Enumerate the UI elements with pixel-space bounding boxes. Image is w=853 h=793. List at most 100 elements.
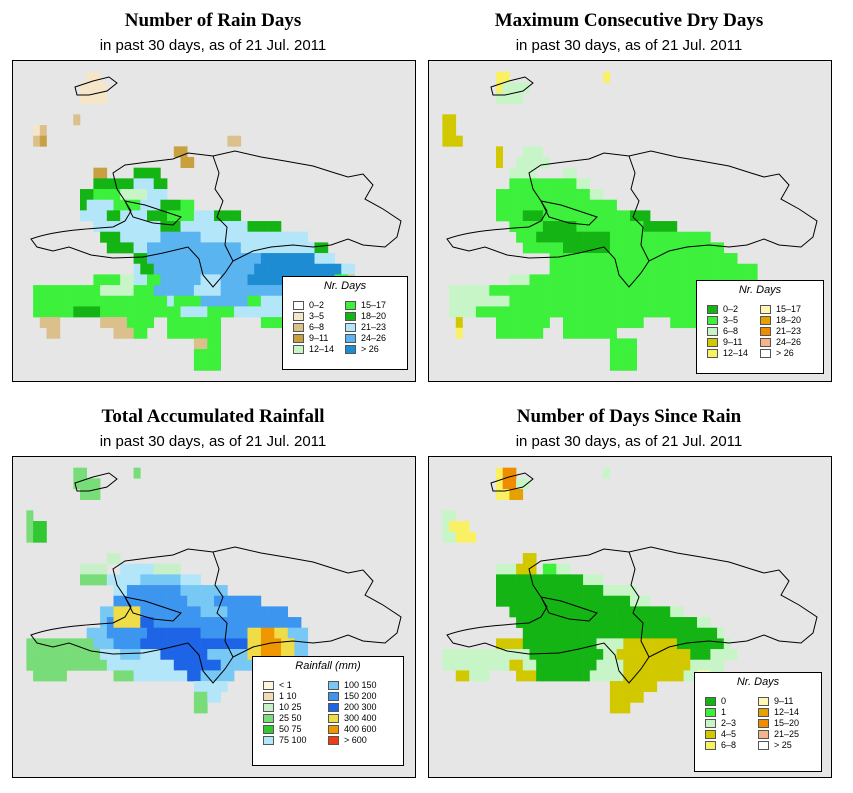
grid-cell (710, 274, 718, 286)
grid-cell (496, 563, 503, 575)
grid-cell (180, 627, 188, 639)
grid-cell (274, 231, 282, 243)
grid-cell (59, 670, 67, 682)
grid-cell (516, 306, 524, 318)
grid-cell (240, 274, 248, 286)
grid-cell (207, 295, 215, 307)
legend-label: 24–26 (361, 333, 387, 343)
grid-cell (327, 263, 335, 275)
grid-cell (549, 189, 557, 201)
grid-cell (46, 649, 54, 661)
grid-cell (603, 221, 611, 233)
grid-cell (281, 606, 288, 618)
grid-cell (563, 659, 570, 671)
grid-cell (100, 659, 108, 671)
grid-cell (643, 606, 651, 618)
grid-cell (33, 125, 41, 136)
grid-cell (583, 189, 591, 201)
grid-cell (583, 585, 591, 597)
grid-cell (442, 531, 450, 543)
grid-cell (281, 242, 288, 254)
grid-cell (542, 157, 550, 168)
grid-cell (556, 606, 564, 618)
grid-cell (160, 649, 168, 661)
grid-cell (73, 649, 81, 661)
grid-cell (193, 253, 201, 265)
grid-cell (180, 606, 188, 618)
grid-cell (630, 285, 637, 297)
legend-label: 0–2 (309, 300, 325, 310)
grid-cell (220, 659, 228, 671)
grid-cell (200, 231, 208, 243)
grid-cell (656, 221, 664, 233)
grid-cell (173, 659, 181, 671)
grid-cell (455, 135, 463, 147)
grid-cell (180, 306, 188, 318)
grid-cell (147, 210, 154, 222)
grid-cell (522, 317, 530, 329)
grid-cell (569, 638, 577, 650)
grid-cell (529, 199, 537, 211)
grid-cell (133, 274, 141, 286)
grid-cell (542, 242, 550, 254)
grid-cell (247, 263, 255, 275)
panel-rain-days: Number of Rain Days in past 30 days, as … (0, 0, 426, 396)
grid-cell (200, 327, 208, 339)
grid-cell (307, 253, 315, 265)
grid-cell (260, 231, 268, 243)
grid-cell (200, 221, 208, 233)
grid-cell (126, 210, 134, 222)
grid-cell (180, 295, 188, 307)
grid-cell (207, 349, 215, 361)
grid-cell (609, 274, 617, 286)
grid-cell (227, 627, 235, 639)
grid-cell (240, 595, 248, 607)
grid-cell (442, 114, 450, 126)
grid-cell (663, 306, 671, 318)
grid-cell (147, 295, 154, 307)
grid-cell (516, 617, 524, 629)
legend-swatch (705, 719, 716, 728)
grid-cell (496, 306, 503, 318)
grid-cell (321, 242, 329, 254)
grid-cell (616, 617, 624, 629)
grid-cell (650, 306, 658, 318)
legend-swatch (760, 349, 771, 358)
legend-label: 6–8 (721, 740, 737, 750)
grid-cell (683, 242, 691, 254)
grid-cell (200, 295, 208, 307)
grid-cell (140, 649, 148, 661)
grid-cell (301, 649, 309, 661)
legend-swatch (328, 703, 339, 712)
grid-cell (636, 306, 644, 318)
grid-cell (489, 649, 497, 661)
legend-label: 6–8 (309, 322, 325, 332)
grid-cell (274, 306, 282, 318)
grid-cell (609, 327, 617, 339)
grid-cell (596, 317, 604, 329)
grid-cell (214, 681, 221, 693)
grid-cell (536, 242, 544, 254)
grid-cell (173, 199, 181, 211)
grid-cell (187, 327, 195, 339)
grid-cell (663, 231, 671, 243)
grid-cell (576, 595, 584, 607)
grid-cell (542, 574, 550, 586)
legend: Nr. Days 0–2 3–5 6–8 9–11 12–14 15–17 18–20 21–… (282, 276, 408, 370)
grid-cell (723, 253, 731, 265)
grid-cell (509, 467, 517, 479)
grid-cell (563, 210, 570, 222)
grid-cell (267, 285, 275, 297)
grid-cell (663, 659, 671, 671)
grid-cell (147, 167, 154, 179)
grid-cell (234, 606, 242, 618)
grid-cell (207, 595, 215, 607)
grid-cell (697, 659, 704, 671)
grid-cell (650, 221, 658, 233)
legend-swatch (758, 730, 769, 739)
grid-cell (160, 189, 168, 201)
grid-cell (703, 659, 711, 671)
grid-cell (173, 585, 181, 597)
grid-cell (126, 659, 134, 671)
grid-cell (449, 125, 457, 136)
